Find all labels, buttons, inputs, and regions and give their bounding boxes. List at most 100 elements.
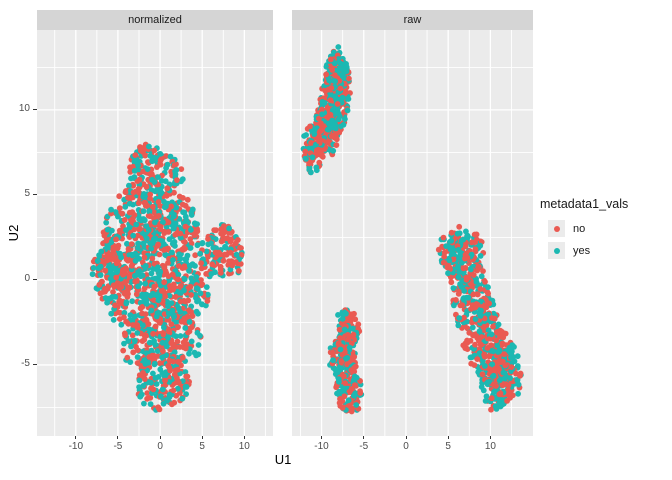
- data-point: [473, 278, 480, 285]
- data-point: [129, 298, 136, 305]
- data-point: [506, 344, 513, 351]
- x-tick-label: 0: [157, 441, 163, 452]
- data-point: [488, 331, 495, 338]
- data-point: [157, 187, 164, 194]
- data-point: [198, 260, 205, 267]
- data-point: [514, 353, 521, 360]
- data-point: [120, 271, 127, 278]
- data-point: [340, 373, 347, 379]
- data-point: [208, 240, 214, 247]
- facet-strip-label-normalized: normalized: [128, 14, 182, 26]
- data-point: [496, 401, 503, 408]
- data-point: [228, 230, 234, 236]
- data-point: [129, 332, 136, 339]
- data-point: [173, 333, 179, 340]
- data-point: [460, 236, 466, 243]
- data-point: [456, 253, 462, 260]
- data-point: [335, 312, 341, 318]
- data-point: [154, 348, 161, 354]
- data-point: [490, 348, 497, 355]
- data-point: [173, 344, 180, 350]
- data-point: [508, 354, 514, 361]
- data-point: [316, 115, 322, 122]
- data-point: [141, 400, 147, 407]
- data-point: [179, 176, 186, 183]
- data-point: [308, 169, 314, 176]
- data-point: [508, 364, 515, 370]
- data-point: [486, 353, 493, 360]
- data-point: [157, 268, 163, 275]
- data-point: [150, 370, 156, 377]
- data-point: [171, 371, 178, 378]
- data-point: [182, 369, 189, 375]
- data-point: [137, 225, 143, 232]
- data-point: [180, 246, 186, 253]
- data-point: [199, 240, 206, 247]
- data-point: [203, 248, 210, 255]
- data-point: [113, 260, 120, 267]
- data-point: [128, 343, 134, 350]
- data-point: [120, 347, 127, 354]
- data-point: [107, 276, 114, 282]
- data-point: [102, 295, 109, 301]
- data-point: [143, 301, 150, 307]
- data-point: [173, 392, 180, 399]
- data-point: [478, 341, 485, 348]
- data-point: [152, 275, 159, 282]
- data-point: [191, 232, 198, 239]
- data-point: [329, 133, 335, 140]
- data-point: [198, 265, 205, 272]
- data-point: [339, 398, 346, 404]
- legend-label-no: no: [573, 222, 586, 235]
- data-point: [326, 77, 333, 84]
- data-point: [162, 377, 168, 384]
- data-point: [147, 195, 153, 202]
- data-point: [182, 256, 189, 263]
- data-point: [475, 337, 482, 344]
- data-point: [220, 257, 227, 264]
- data-point: [226, 225, 233, 232]
- data-point: [108, 310, 115, 317]
- data-point: [303, 156, 309, 162]
- data-point: [485, 284, 491, 291]
- data-point: [165, 363, 172, 369]
- x-tick-label: 10: [484, 441, 496, 452]
- data-point: [157, 366, 164, 373]
- data-point: [440, 259, 447, 266]
- data-point: [313, 164, 320, 171]
- data-point: [345, 336, 352, 343]
- data-point: [152, 323, 159, 330]
- data-point: [329, 349, 336, 356]
- data-point: [97, 272, 104, 278]
- x-tick: [321, 436, 322, 439]
- data-point: [211, 227, 218, 234]
- data-point: [165, 229, 172, 235]
- data-point: [155, 264, 161, 271]
- data-point: [160, 219, 166, 226]
- data-point: [497, 390, 504, 397]
- data-point: [164, 397, 170, 404]
- data-point: [517, 372, 523, 379]
- data-point: [195, 342, 202, 348]
- y-tick: [33, 279, 37, 281]
- data-point: [341, 349, 348, 355]
- data-point: [142, 263, 149, 269]
- data-point: [102, 267, 109, 274]
- data-point: [161, 324, 167, 331]
- data-point: [218, 230, 225, 237]
- data-point: [134, 178, 141, 185]
- data-point: [148, 307, 155, 314]
- data-point: [136, 189, 142, 196]
- data-point: [171, 313, 178, 320]
- data-point: [489, 315, 495, 321]
- data-point: [161, 228, 167, 235]
- data-point: [98, 248, 105, 255]
- data-point: [169, 307, 176, 314]
- data-point: [466, 329, 473, 336]
- data-point: [487, 335, 494, 342]
- facet-strip-normalized: normalized: [37, 10, 273, 30]
- data-point: [148, 379, 154, 386]
- data-point: [342, 116, 348, 122]
- data-point: [132, 272, 138, 279]
- data-point: [159, 386, 166, 393]
